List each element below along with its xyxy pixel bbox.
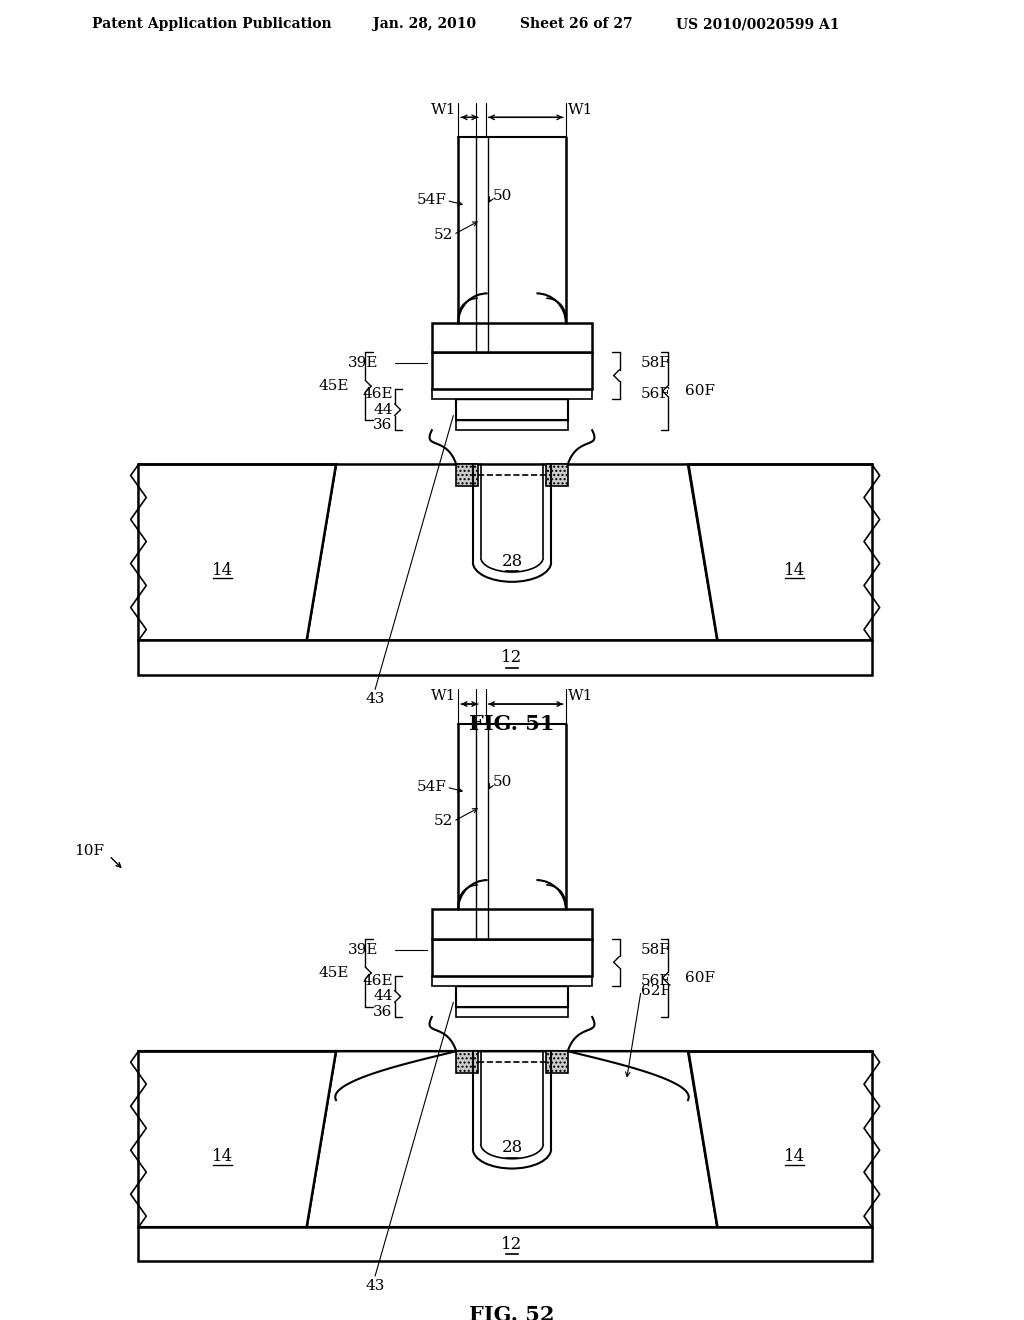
Text: Sheet 26 of 27: Sheet 26 of 27 bbox=[520, 17, 633, 32]
Text: 46E: 46E bbox=[362, 387, 392, 401]
Text: 36: 36 bbox=[374, 1005, 392, 1019]
Text: 56F: 56F bbox=[641, 387, 671, 401]
Bar bbox=[546, 1051, 567, 1073]
Text: 60F: 60F bbox=[685, 970, 715, 985]
Text: 54F: 54F bbox=[417, 780, 446, 795]
Bar bbox=[432, 352, 592, 389]
Text: 50: 50 bbox=[493, 775, 512, 789]
Text: US 2010/0020599 A1: US 2010/0020599 A1 bbox=[676, 17, 840, 32]
Text: Patent Application Publication: Patent Application Publication bbox=[91, 17, 331, 32]
Text: 14: 14 bbox=[212, 1148, 233, 1166]
Polygon shape bbox=[306, 465, 718, 640]
Bar bbox=[138, 1228, 871, 1262]
Text: 45E: 45E bbox=[318, 966, 349, 979]
Text: 45E: 45E bbox=[318, 379, 349, 393]
Text: 39E: 39E bbox=[347, 942, 378, 957]
Text: FIG. 52: FIG. 52 bbox=[469, 1305, 555, 1320]
Bar bbox=[138, 640, 871, 675]
Text: W1: W1 bbox=[567, 689, 593, 704]
Text: 46E: 46E bbox=[362, 974, 392, 987]
Text: 44: 44 bbox=[373, 403, 392, 417]
Text: W1: W1 bbox=[567, 103, 593, 116]
Text: 52: 52 bbox=[434, 227, 454, 242]
Text: 14: 14 bbox=[212, 561, 233, 578]
Text: 12: 12 bbox=[502, 649, 522, 667]
Bar bbox=[432, 939, 592, 975]
Text: 44: 44 bbox=[373, 990, 392, 1003]
Text: 52: 52 bbox=[434, 814, 454, 829]
Text: 60F: 60F bbox=[685, 384, 715, 399]
Text: 54F: 54F bbox=[417, 194, 446, 207]
Polygon shape bbox=[306, 1051, 718, 1228]
Bar bbox=[432, 975, 592, 986]
Text: 39E: 39E bbox=[347, 356, 378, 370]
Bar bbox=[457, 421, 567, 430]
Bar bbox=[457, 399, 567, 421]
Text: 62F: 62F bbox=[641, 983, 671, 998]
Text: 28: 28 bbox=[502, 1139, 522, 1156]
Text: 14: 14 bbox=[784, 561, 805, 578]
Bar bbox=[432, 322, 592, 352]
Text: 28: 28 bbox=[502, 553, 522, 570]
Text: 58F: 58F bbox=[641, 942, 671, 957]
Text: Jan. 28, 2010: Jan. 28, 2010 bbox=[373, 17, 476, 32]
Bar bbox=[432, 909, 592, 939]
Polygon shape bbox=[138, 465, 336, 640]
Text: 36: 36 bbox=[374, 418, 392, 433]
Bar bbox=[457, 986, 567, 1007]
Text: 10F: 10F bbox=[75, 843, 104, 858]
Bar bbox=[432, 389, 592, 399]
Bar bbox=[546, 465, 567, 486]
Text: 50: 50 bbox=[493, 189, 512, 202]
Bar bbox=[457, 465, 478, 486]
Polygon shape bbox=[688, 465, 871, 640]
Text: 58F: 58F bbox=[641, 356, 671, 370]
Polygon shape bbox=[138, 1051, 336, 1228]
Text: W1: W1 bbox=[431, 103, 457, 116]
Polygon shape bbox=[688, 1051, 871, 1228]
Text: W1: W1 bbox=[431, 689, 457, 704]
Bar bbox=[457, 1007, 567, 1016]
Bar bbox=[457, 1051, 478, 1073]
Text: FIG. 51: FIG. 51 bbox=[469, 714, 555, 734]
Text: 12: 12 bbox=[502, 1236, 522, 1253]
Text: 14: 14 bbox=[784, 1148, 805, 1166]
Text: 43: 43 bbox=[366, 692, 385, 706]
Text: 43: 43 bbox=[366, 1279, 385, 1292]
Text: 56F: 56F bbox=[641, 974, 671, 987]
